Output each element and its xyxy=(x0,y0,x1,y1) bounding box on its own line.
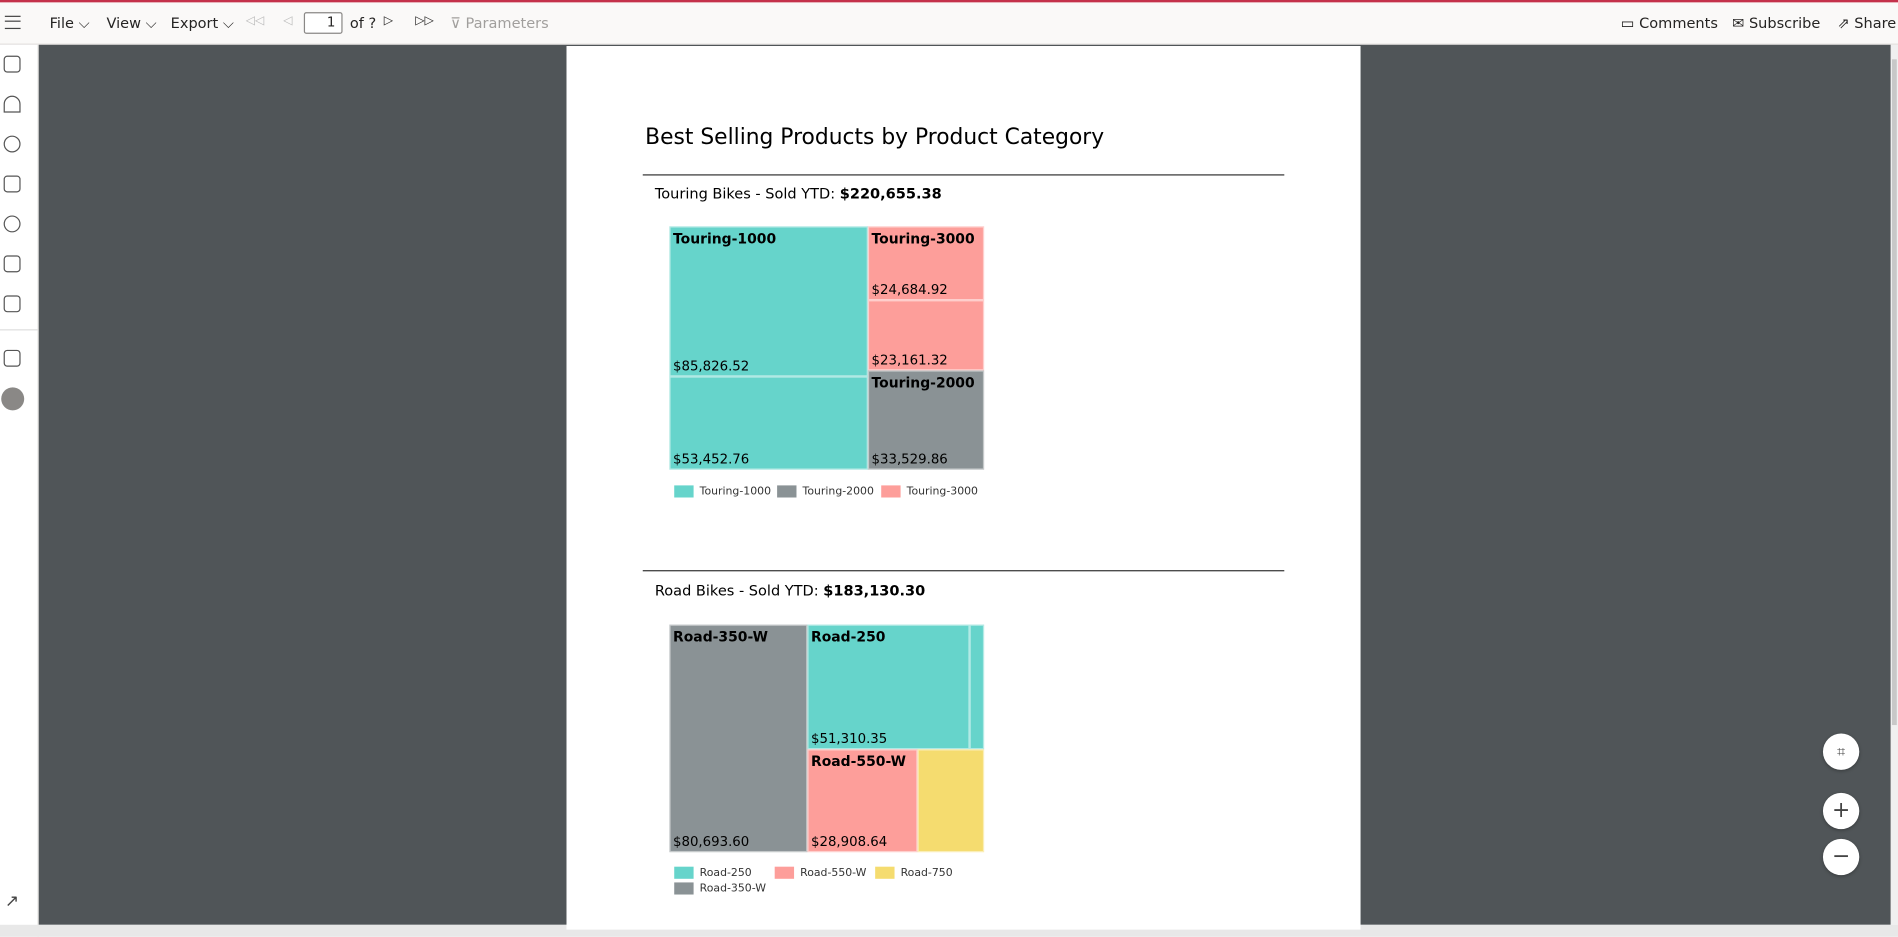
divider xyxy=(642,174,1285,176)
treemap-tile: Touring-1000 $85,826.52 xyxy=(669,226,868,377)
page-input[interactable]: 1 xyxy=(303,12,343,34)
first-page[interactable]: ◁◁ xyxy=(245,14,265,28)
treemap-tile xyxy=(917,749,985,853)
expand-icon[interactable]: ↗ xyxy=(4,892,20,912)
legend-item: Road-250 xyxy=(674,866,752,879)
last-page[interactable]: ▷▷ xyxy=(415,14,434,28)
view-menu[interactable]: View ⌵ xyxy=(106,14,157,32)
treemap-tile xyxy=(969,624,985,750)
top-accent xyxy=(0,0,1898,3)
file-menu[interactable]: File ⌵ xyxy=(49,14,90,32)
treemap-tile: Road-550-W $28,908.64 xyxy=(807,749,918,853)
legend-item: Touring-1000 xyxy=(674,485,771,498)
apps-icon[interactable] xyxy=(3,175,21,193)
section-heading: Touring Bikes - Sold YTD: $220,655.38 xyxy=(654,185,942,203)
recent-icon[interactable] xyxy=(3,135,21,153)
legend-item: Road-550-W xyxy=(774,866,866,879)
next-page[interactable]: ▷ xyxy=(383,14,394,28)
sidebar: ↗ xyxy=(0,44,39,937)
subscribe-button[interactable]: ✉ Subscribe xyxy=(1732,14,1821,32)
fit-page-button[interactable]: ⌗ xyxy=(1822,733,1860,770)
treemap-tile: Touring-2000 $33,529.86 xyxy=(867,370,985,470)
learn-icon[interactable] xyxy=(3,255,21,273)
zoom-out-button[interactable]: − xyxy=(1822,838,1860,876)
legend-item: Road-750 xyxy=(875,866,953,879)
export-menu[interactable]: Export ⌵ xyxy=(170,14,234,32)
report-title: Best Selling Products by Product Categor… xyxy=(645,124,1105,151)
treemap-tile: Touring-3000 $24,684.92 xyxy=(867,226,985,301)
legend-item: Road-350-W xyxy=(674,882,766,895)
treemap-tile: Road-350-W $80,693.60 xyxy=(669,624,808,853)
treemap: Road-350-W $80,693.60 Road-250 $51,310.35 … xyxy=(669,624,985,853)
scrollbar xyxy=(1890,44,1898,925)
legend-item: Touring-2000 xyxy=(777,485,874,498)
workspaces-icon[interactable] xyxy=(3,295,21,313)
home-icon[interactable] xyxy=(3,55,21,73)
treemap-tile: $53,452.76 xyxy=(669,376,868,470)
menu-icon[interactable] xyxy=(4,15,21,30)
treemap-tile: Road-250 $51,310.35 xyxy=(807,624,970,750)
section-heading: Road Bikes - Sold YTD: $183,130.30 xyxy=(654,582,926,600)
report-page: Best Selling Products by Product Categor… xyxy=(566,45,1361,930)
avatar[interactable] xyxy=(1,387,25,411)
comments-button[interactable]: ▭ Comments xyxy=(1620,14,1718,32)
shared-icon[interactable] xyxy=(3,215,21,233)
divider xyxy=(642,570,1285,572)
treemap: Touring-1000 $85,826.52 $53,452.76 Tourin… xyxy=(669,226,985,470)
legend-item: Touring-3000 xyxy=(881,485,978,498)
parameters-button[interactable]: ⊽ Parameters xyxy=(450,14,549,32)
page-count: of ? xyxy=(349,14,377,32)
favorites-icon[interactable] xyxy=(3,95,21,113)
status-bar xyxy=(0,924,1898,937)
my-workspace-icon[interactable] xyxy=(3,349,21,367)
prev-page[interactable]: ◁ xyxy=(283,14,293,28)
zoom-in-button[interactable]: + xyxy=(1822,792,1860,830)
treemap-tile: $23,161.32 xyxy=(867,300,985,371)
share-button[interactable]: ⇗ Share xyxy=(1837,14,1897,32)
